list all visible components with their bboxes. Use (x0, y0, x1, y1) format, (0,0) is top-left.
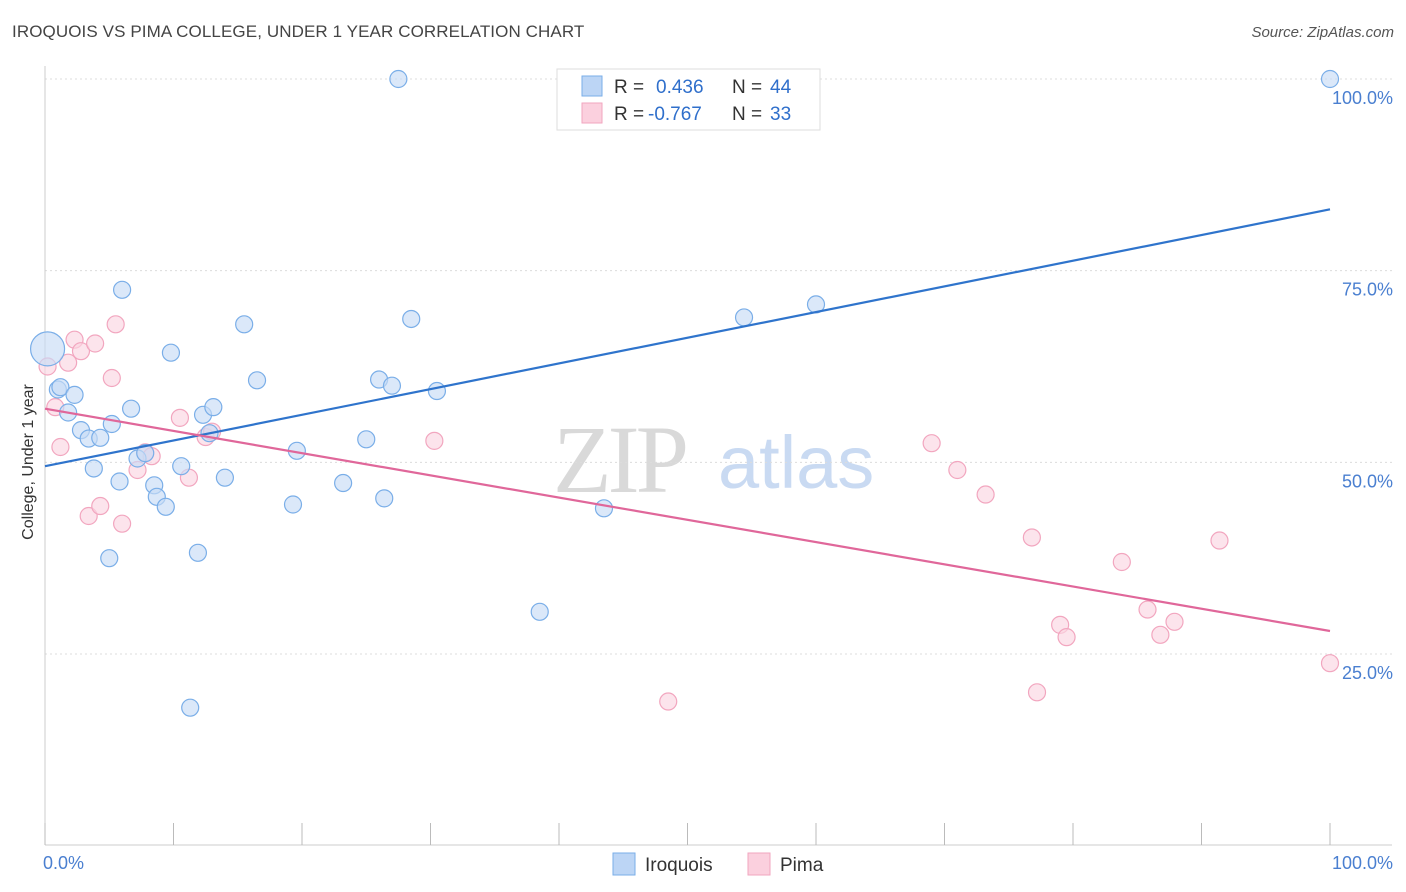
iroquois-point (402, 309, 421, 329)
x-ticks (44, 823, 1331, 845)
iroquois-point (389, 69, 408, 89)
pima-point (922, 434, 941, 453)
iroquois-point (51, 378, 70, 397)
pima-point (1151, 625, 1170, 644)
source-label: Source: ZipAtlas.com (1251, 24, 1394, 41)
pima-point (86, 334, 105, 353)
pima-point (112, 514, 132, 533)
legend-pima-swatch (747, 852, 771, 876)
pima-point (1320, 654, 1340, 673)
iroquois-point (204, 398, 223, 417)
pima-point (948, 460, 967, 480)
iroquois-point (84, 459, 103, 478)
iroquois-point (91, 428, 110, 447)
pima-point (1057, 628, 1076, 647)
stats-pima-swatch (581, 102, 603, 124)
iroquois-point (136, 444, 155, 463)
watermark-zip: ZIP (553, 406, 686, 513)
iroquois-point (382, 376, 402, 395)
pima-point (425, 431, 444, 450)
pima-point (1138, 600, 1157, 619)
pima-point (59, 353, 78, 372)
pima-point (1210, 531, 1229, 550)
iroquois-point (156, 497, 175, 516)
pima-point (51, 437, 70, 457)
iroquois-point (283, 495, 303, 514)
iroquois-point (357, 430, 376, 449)
stats-iroquois-swatch (581, 75, 603, 97)
iroquois-point (161, 343, 181, 362)
pima-point (1112, 552, 1131, 572)
stats-pima-r-label: R = (614, 104, 644, 125)
y-axis-title: College, Under 1 year (20, 384, 37, 540)
pima-point (1027, 683, 1047, 702)
pima-point (71, 342, 91, 361)
y-tick-label-50: 50.0% (1342, 471, 1393, 491)
iroquois-point (734, 308, 754, 327)
pima-point (106, 315, 125, 334)
legend-iroquois-label: Iroquois (645, 855, 713, 876)
legend-pima-label: Pima (780, 855, 824, 876)
iroquois-point (172, 457, 191, 476)
iroquois-point (215, 468, 234, 487)
series-iroquois-points (29, 69, 1340, 717)
stats-pima-n-label: N = (732, 104, 762, 125)
pima-trend-line (44, 407, 1331, 633)
pima-point (170, 408, 190, 427)
pima-point (79, 506, 98, 526)
pima-point (1165, 612, 1184, 631)
iroquois-point (334, 473, 353, 493)
legend-iroquois-swatch (612, 852, 636, 876)
x-tick-label-min: 0.0% (43, 853, 84, 873)
pima-point (976, 485, 995, 504)
iroquois-point (100, 549, 119, 568)
iroquois-point (65, 385, 84, 404)
iroquois-point (29, 331, 66, 367)
iroquois-point (102, 414, 121, 434)
pima-point (102, 368, 121, 388)
stats-legend: R = 0.436 N = 44 R = -0.767 N = 33 (556, 68, 821, 131)
iroquois-point (110, 472, 129, 491)
y-tick-label-25: 25.0% (1342, 663, 1393, 683)
stats-iroquois-r-value: 0.436 (656, 77, 704, 98)
iroquois-point (427, 381, 447, 401)
stats-pima-n-value: 33 (770, 104, 791, 125)
chart-title: IROQUOIS VS PIMA COLLEGE, UNDER 1 YEAR C… (12, 22, 585, 41)
stats-pima-r-value: -0.767 (648, 104, 702, 125)
series-legend: Iroquois Pima (612, 852, 824, 876)
trend-lines (44, 208, 1331, 633)
stats-iroquois-r-label: R = (614, 77, 644, 98)
iroquois-point (530, 602, 549, 621)
iroquois-point (375, 489, 394, 508)
pima-point (1022, 528, 1041, 547)
iroquois-point (1320, 69, 1340, 89)
iroquois-point (188, 543, 208, 562)
iroquois-trend-line (44, 208, 1331, 468)
series-pima-points (38, 315, 1340, 711)
stats-iroquois-n-label: N = (732, 77, 762, 98)
gridlines (45, 78, 1392, 655)
iroquois-point (112, 280, 132, 299)
pima-point (91, 496, 110, 516)
x-tick-label-max: 100.0% (1332, 853, 1393, 873)
y-tick-label-75: 75.0% (1342, 280, 1393, 300)
y-tick-labels: 25.0% 50.0% 75.0% 100.0% (1332, 88, 1393, 683)
y-tick-label-100: 100.0% (1332, 88, 1393, 108)
iroquois-point (235, 315, 254, 334)
pima-point (659, 692, 678, 711)
iroquois-point (247, 371, 267, 390)
stats-iroquois-n-value: 44 (770, 77, 792, 98)
iroquois-point (121, 399, 141, 418)
iroquois-point (594, 499, 614, 518)
iroquois-point (181, 698, 200, 717)
axes (44, 66, 1392, 846)
